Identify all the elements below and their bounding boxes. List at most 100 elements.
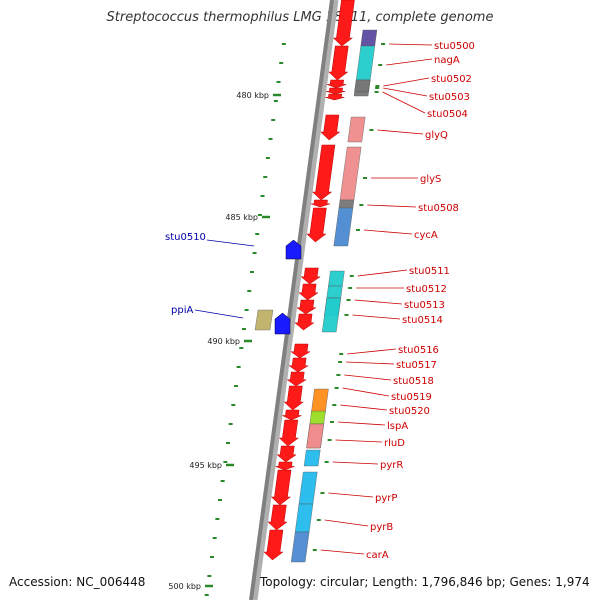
forward-gene-arrow	[328, 45, 349, 81]
forward-leader-line	[324, 519, 369, 527]
forward-gene-bar	[339, 146, 362, 201]
forward-gene-label: glyS	[420, 174, 441, 185]
forward-gene-bar	[309, 410, 326, 425]
forward-gene-arrow	[296, 299, 317, 315]
forward-leader-line	[383, 77, 430, 87]
scale-label: 500 kbp	[168, 582, 201, 591]
backbone-line	[249, 0, 334, 600]
forward-gene-bar	[360, 29, 378, 47]
forward-gene-label: nagA	[434, 55, 460, 66]
forward-gene-bar	[290, 531, 310, 563]
label-leaders	[194, 43, 433, 555]
gene-labels: stu0500 nagA stu0502 stu0503 stu0504 glyQ glyS…	[165, 41, 475, 561]
forward-gene-arrow	[282, 409, 302, 421]
forward-gene-bar	[333, 207, 354, 247]
forward-gene-arrow	[326, 87, 346, 95]
genome-backbone	[249, 0, 339, 600]
forward-gene-label: stu0517	[396, 360, 437, 371]
forward-gene-label: stu0511	[409, 266, 450, 277]
forward-leader-line	[328, 492, 374, 498]
scale-label: 480 kbp	[236, 91, 269, 100]
forward-gene-label: stu0513	[404, 300, 445, 311]
forward-gene-bar	[298, 471, 318, 505]
scale-label: 490 kbp	[207, 337, 240, 346]
forward-gene-bar	[294, 503, 314, 533]
forward-gene-label: stu0502	[431, 74, 472, 85]
backbone-shadow	[252, 0, 339, 600]
forward-gene-arrow	[327, 79, 347, 89]
forward-leader-line	[389, 43, 433, 46]
forward-gene-arrow	[311, 144, 336, 201]
forward-leader-line	[352, 314, 401, 320]
forward-leader-line	[342, 387, 390, 397]
gene-bars	[254, 29, 386, 563]
reverse-gene-label: stu0510	[165, 232, 206, 243]
forward-gene-label: stu0518	[393, 376, 434, 387]
forward-leader-line	[335, 439, 383, 443]
forward-gene-arrow	[270, 469, 292, 506]
forward-gene-bar	[306, 423, 324, 449]
forward-gene-arrow	[298, 283, 319, 301]
forward-leader-line	[347, 348, 397, 355]
scale-ticks: 480 kbp 485 kbp 490 kbp 495 kbp 500 kbp	[168, 43, 286, 596]
reverse-gene-arrow	[285, 239, 302, 260]
forward-gene-arrow	[275, 461, 295, 471]
forward-leader-line	[386, 58, 433, 66]
forward-gene-label: pyrP	[375, 493, 397, 504]
map-title: Streptococcus thermophilus LMG 18311, co…	[106, 10, 494, 25]
reverse-gene-arrow	[274, 312, 291, 335]
reverse-gene-bar	[254, 309, 274, 331]
forward-gene-arrow	[325, 93, 345, 101]
forward-leader-line	[377, 129, 424, 135]
forward-gene-bar	[354, 79, 371, 93]
forward-leader-line	[320, 549, 365, 555]
scale-label: 485 kbp	[225, 213, 258, 222]
forward-gene-arrow	[286, 371, 308, 387]
forward-gene-arrow	[310, 199, 331, 208]
forward-gene-label: pyrR	[380, 460, 403, 471]
forward-gene-bar	[311, 388, 329, 414]
forward-gene-arrow	[320, 114, 341, 141]
reverse-leader-line	[206, 239, 255, 247]
forward-gene-arrow	[263, 529, 284, 561]
forward-leader-line	[382, 91, 426, 114]
forward-leader-line	[383, 87, 428, 97]
forward-gene-arrow	[288, 357, 310, 373]
forward-gene-label: stu0516	[398, 345, 439, 356]
forward-gene-bar	[353, 91, 369, 97]
forward-gene-arrow	[278, 419, 300, 447]
forward-gene-bar	[326, 285, 343, 299]
forward-gene-label: rluD	[384, 438, 405, 449]
forward-leader-line	[346, 361, 395, 365]
reverse-gene-label: ppiA	[171, 305, 193, 316]
forward-gene-arrow	[267, 504, 288, 531]
forward-gene-label: stu0512	[406, 284, 447, 295]
accession-text: Accession: NC_006448	[9, 575, 146, 589]
forward-gene-bar	[321, 297, 341, 333]
scale-label: 495 kbp	[189, 461, 222, 470]
forward-gene-label: stu0503	[429, 92, 470, 103]
forward-gene-arrow	[283, 385, 304, 411]
forward-gene-arrow	[332, 0, 355, 47]
forward-gene-label: cycA	[414, 230, 438, 241]
forward-gene-arrow	[276, 445, 297, 463]
forward-gene-label: stu0500	[434, 41, 475, 52]
forward-gene-arrow	[306, 207, 327, 243]
forward-leader-line	[354, 299, 403, 305]
gene-arrows	[263, 0, 355, 561]
forward-leader-line	[363, 229, 413, 235]
forward-gene-label: stu0508	[418, 203, 459, 214]
forward-leader-line	[357, 269, 408, 277]
forward-gene-arrow	[294, 313, 315, 331]
forward-gene-label: lspA	[387, 421, 408, 432]
forward-gene-arrow	[290, 343, 311, 359]
forward-gene-label: stu0504	[427, 109, 468, 120]
forward-leader-line	[367, 204, 417, 208]
forward-leader-line	[338, 421, 386, 426]
forward-gene-bar	[338, 199, 355, 209]
forward-gene-label: carA	[366, 550, 389, 561]
reverse-leader-line	[194, 309, 244, 319]
forward-leader-line	[344, 374, 392, 381]
forward-gene-bar	[355, 45, 376, 81]
